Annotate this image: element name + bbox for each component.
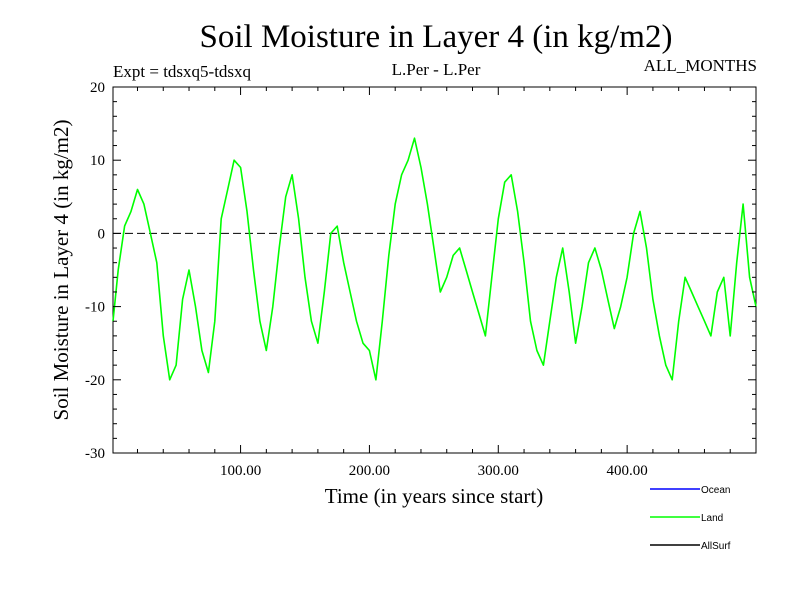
x-tick-label: 100.00 [220, 463, 261, 479]
y-tick-label: 0 [98, 226, 106, 242]
chart-subtitle-left: Expt = tdsxq5-tdsxq [113, 62, 252, 81]
x-tick-label: 300.00 [478, 463, 519, 479]
y-tick-label: 10 [90, 153, 105, 169]
ticks-layer: -30 -20 -10 0 10 20 100.00 200.00 300.00 400.00 [85, 80, 756, 479]
series-line-land [112, 137, 757, 381]
y-axis-label: Soil Moisture in Layer 4 (in kg/m2) [49, 120, 73, 421]
y-tick-label: -10 [85, 300, 105, 316]
x-tick-label: 400.00 [607, 463, 648, 479]
legend-label-allsurf: AllSurf [701, 541, 731, 552]
x-tick-label: 200.00 [349, 463, 390, 479]
legend-label-land: Land [701, 513, 723, 524]
chart-subtitle-center: L.Per - L.Per [392, 60, 481, 79]
y-tick-label: -20 [85, 373, 105, 389]
legend-label-ocean: Ocean [701, 485, 730, 496]
y-tick-label: -30 [85, 446, 105, 462]
legend: Ocean Land AllSurf [650, 485, 731, 552]
chart-subtitle-right: ALL_MONTHS [644, 56, 757, 75]
chart-title: Soil Moisture in Layer 4 (in kg/m2) [200, 19, 673, 55]
y-tick-label: 20 [90, 80, 105, 96]
plot-frame [112, 86, 757, 454]
x-axis-label: Time (in years since start) [325, 484, 544, 508]
series-layer [112, 137, 757, 381]
